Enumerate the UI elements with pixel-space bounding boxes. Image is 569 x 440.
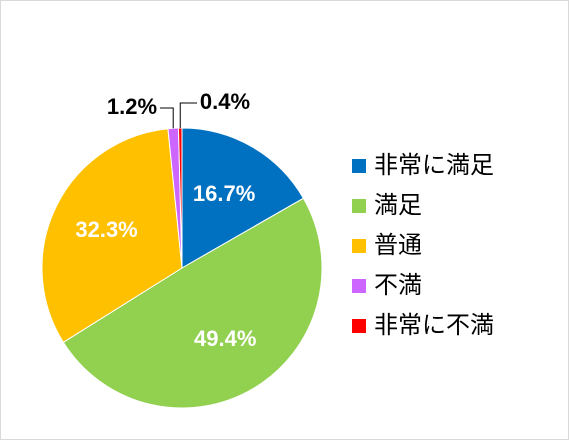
data-label: 16.7%: [193, 181, 255, 206]
data-label: 49.4%: [194, 326, 256, 351]
legend-label: 非常に不満: [374, 311, 494, 339]
leader-line: [160, 107, 174, 129]
leader-line: [179, 102, 197, 129]
data-label: 32.3%: [75, 217, 137, 242]
legend-label: 非常に満足: [374, 151, 494, 179]
legend-swatch: [352, 159, 366, 173]
pie-slice: [41, 128, 183, 343]
data-label: 1.2%: [107, 94, 157, 119]
legend-label: 満足: [374, 191, 422, 219]
legend-swatch: [352, 199, 366, 213]
pie-slice: [62, 197, 323, 409]
legend-label: 普通: [374, 231, 422, 259]
legend-swatch: [352, 239, 366, 253]
pie-slice: [181, 127, 305, 269]
legend-swatch: [352, 319, 366, 333]
legend-label: 不満: [374, 271, 422, 299]
data-label: 0.4%: [200, 89, 250, 114]
legend-swatch: [352, 279, 366, 293]
